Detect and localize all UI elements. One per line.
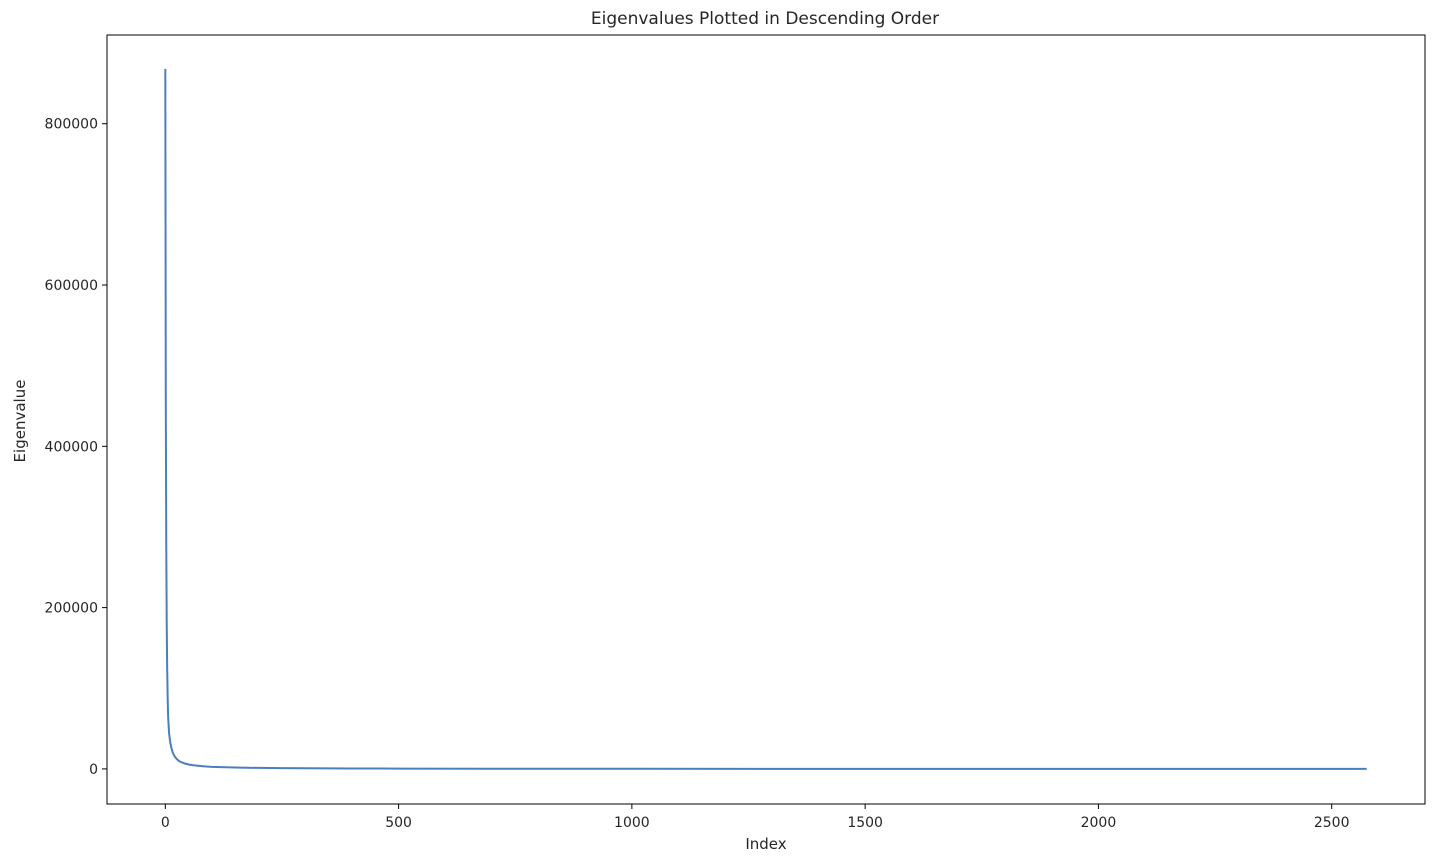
y-tick-label: 600000 [45,278,98,294]
chart-title: Eigenvalues Plotted in Descending Order [591,9,939,29]
y-axis: 0 200000 400000 600000 800000 [45,117,107,778]
eigenvalue-series-line [164,68,1367,770]
y-axis-label: Eigenvalue [11,380,29,463]
y-tick-label: 0 [89,762,98,778]
y-tick-label: 400000 [45,439,98,455]
plot-area-frame [106,34,1426,805]
y-tick-label: 800000 [45,117,98,133]
x-tick-label: 2000 [1081,815,1117,831]
x-tick-label: 1000 [614,815,650,831]
x-tick-label: 0 [161,815,170,831]
x-axis: 0 500 1000 1500 2000 2500 [161,804,1350,831]
x-tick-label: 500 [385,815,412,831]
x-axis-label: Index [745,835,786,853]
x-tick-label: 2500 [1314,815,1350,831]
x-tick-label: 1500 [847,815,883,831]
y-tick-label: 200000 [45,601,98,617]
